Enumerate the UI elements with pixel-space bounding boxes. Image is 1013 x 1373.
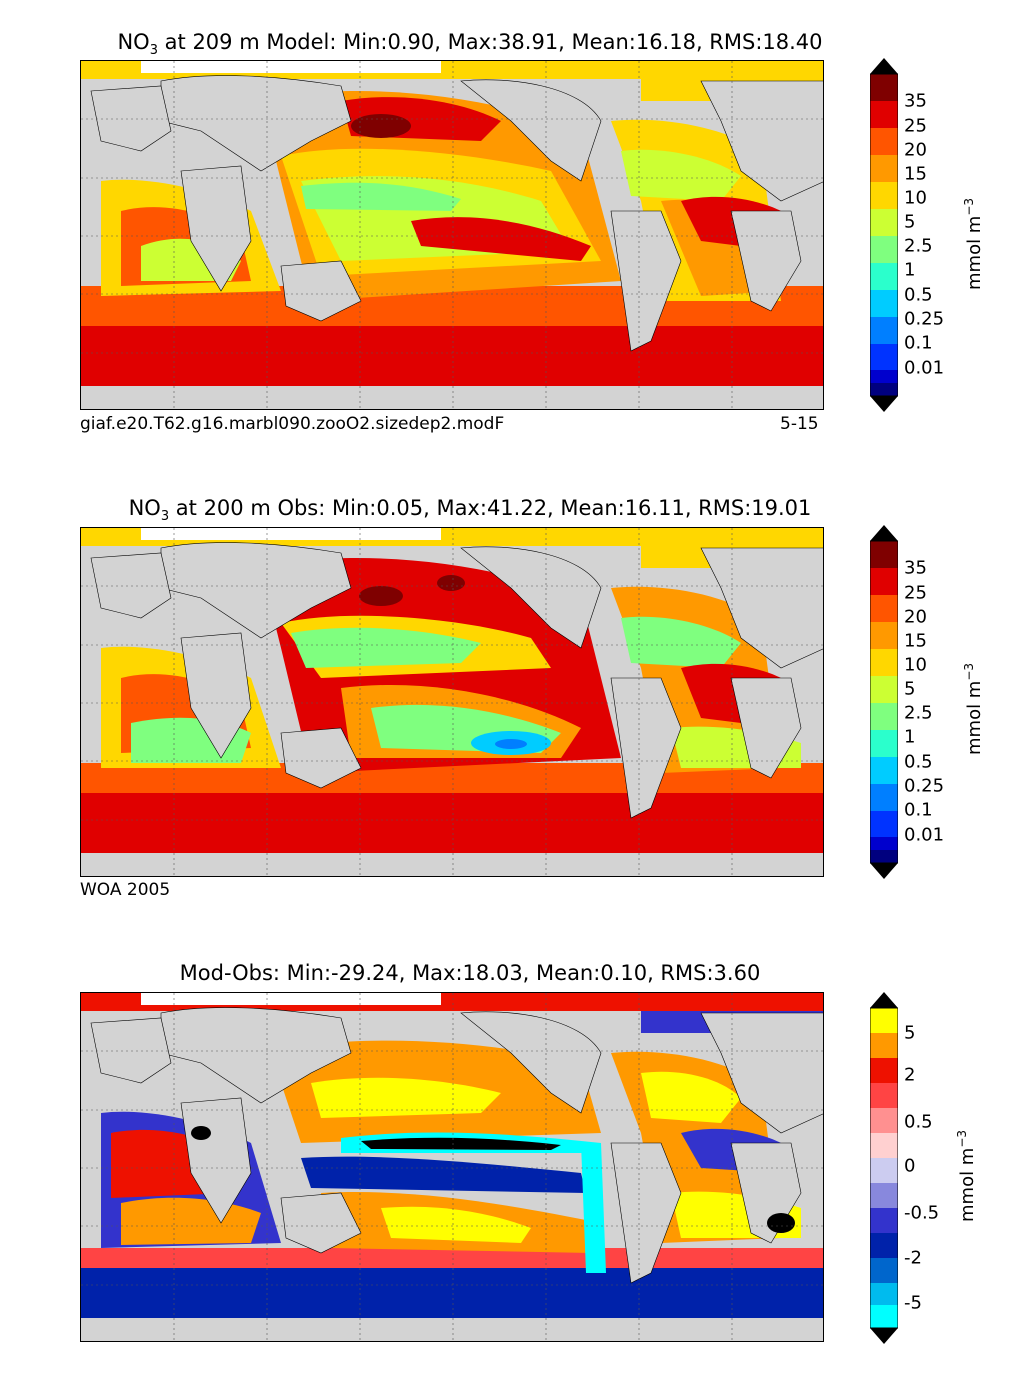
tick-label: 25 <box>904 582 927 604</box>
tick-label: 15 <box>904 163 927 185</box>
tick-label: 10 <box>904 654 927 676</box>
model-map-image <box>81 61 823 409</box>
model-colorbar-scale <box>870 58 898 412</box>
model-colorbar <box>870 58 898 412</box>
tick-label: -2 <box>904 1247 922 1269</box>
tick-label: 2 <box>904 1064 916 1086</box>
tick-label: 15 <box>904 630 927 652</box>
tick-label: 35 <box>904 90 927 112</box>
tick-label: 10 <box>904 187 927 209</box>
panel-title: Mod-Obs: Min:-29.24, Max:18.03, Mean:0.1… <box>179 961 761 985</box>
model-unit-label: mmol m−3 <box>962 197 985 290</box>
tick-label: 0 <box>904 1155 916 1177</box>
tick-label: 5 <box>904 1022 916 1044</box>
panel-title: NO3 at 200 m Obs: Min:0.05, Max:41.22, M… <box>128 496 812 525</box>
tick-label: 35 <box>904 557 927 579</box>
difference-colorbar <box>870 992 898 1344</box>
model-map <box>80 60 824 410</box>
tick-label: 0.01 <box>904 357 945 379</box>
panel-title: NO3 at 209 m Model: Min:0.90, Max:38.91,… <box>117 30 823 59</box>
observations-map <box>80 527 824 877</box>
tick-label: 0.01 <box>904 824 945 846</box>
difference-map-image <box>81 993 823 1341</box>
tick-label: -5 <box>904 1292 922 1314</box>
tick-label: 0.25 <box>904 775 945 797</box>
tick-label: 0.5 <box>904 1111 933 1133</box>
observations-map-image <box>81 528 823 876</box>
tick-label: 2.5 <box>904 235 933 257</box>
difference-colorbar-scale <box>870 992 898 1344</box>
model-run-label: giaf.e20.T62.g16.marbl090.zooO2.sizedep2… <box>80 414 505 434</box>
tick-label: 5 <box>904 211 916 233</box>
difference-unit-label: mmol m−3 <box>955 1129 978 1222</box>
tick-label: 2.5 <box>904 702 933 724</box>
tick-label: 0.5 <box>904 284 933 306</box>
tick-label: 0.1 <box>904 332 933 354</box>
tick-label: -0.5 <box>904 1202 940 1224</box>
difference-map <box>80 992 824 1342</box>
observations-colorbar <box>870 525 898 879</box>
tick-label: 25 <box>904 115 927 137</box>
tick-label: 0.1 <box>904 799 933 821</box>
observations-source-label: WOA 2005 <box>80 880 171 900</box>
tick-label: 1 <box>904 726 916 748</box>
tick-label: 20 <box>904 606 927 628</box>
tick-label: 1 <box>904 259 916 281</box>
tick-label: 0.25 <box>904 308 945 330</box>
observations-unit-label: mmol m−3 <box>962 662 985 755</box>
model-years-label: 5-15 <box>780 414 819 434</box>
tick-label: 5 <box>904 678 916 700</box>
tick-label: 0.5 <box>904 751 933 773</box>
tick-label: 20 <box>904 139 927 161</box>
observations-colorbar-scale <box>870 525 898 879</box>
